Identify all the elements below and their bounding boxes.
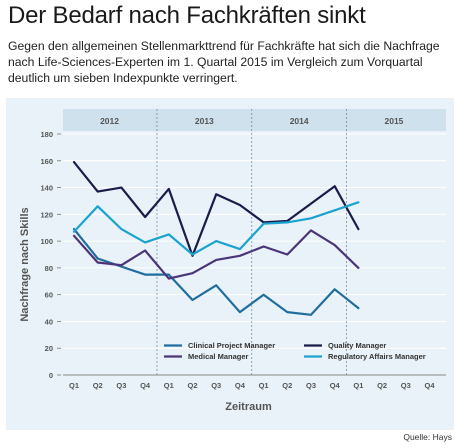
year-label: 2015 (384, 116, 403, 126)
legend-label: Medical Manager (188, 352, 249, 361)
legend-label: Regulatory Affairs Manager (328, 352, 426, 361)
year-label: 2013 (195, 116, 214, 126)
x-tick-label: Q2 (187, 381, 197, 390)
x-tick-label: Q2 (282, 381, 292, 390)
x-tick-label: Q1 (164, 381, 174, 390)
chart-panel: 2012 2013 2014 2015 0 20 40 60 80 100 120 140 160 180… (6, 98, 454, 430)
y-tick-label: 100 (40, 237, 53, 246)
series-line (72, 229, 360, 280)
x-tick-label: Q3 (116, 381, 126, 390)
year-label: 2014 (290, 116, 309, 126)
legend-label: Clinical Project Manager (188, 341, 275, 350)
x-tick-label: Q4 (424, 381, 435, 390)
y-tick-label: 0 (49, 371, 53, 380)
x-tick-label: Q3 (211, 381, 221, 390)
y-tick-label: 40 (45, 317, 53, 326)
x-tick-label: Q2 (377, 381, 387, 390)
page-title: Der Bedarf nach Fachkräften sinkt (8, 2, 366, 29)
y-axis-title: Nachfrage nach Skills (19, 207, 31, 321)
y-tick-label: 120 (40, 210, 53, 219)
year-header-band (63, 109, 446, 131)
y-tick-label: 140 (40, 184, 53, 193)
x-tick-label: Q1 (353, 381, 363, 390)
series-line (72, 160, 360, 257)
legend-label: Quality Manager (328, 341, 386, 350)
series-line (72, 228, 360, 316)
x-tick-label: Q2 (93, 381, 103, 390)
x-tick-label: Q4 (235, 381, 246, 390)
y-tick-label: 160 (40, 157, 53, 166)
y-tick-label: 20 (45, 344, 53, 353)
y-tick-label: 80 (45, 264, 53, 273)
x-tick-label: Q1 (259, 381, 269, 390)
line-chart: 2012 2013 2014 2015 0 20 40 60 80 100 120 140 160 180… (19, 109, 446, 413)
y-tick-label: 180 (40, 130, 53, 139)
year-label: 2012 (100, 116, 119, 126)
series-line (72, 201, 360, 256)
source-note: Quelle: Hays (403, 432, 452, 442)
x-tick-label: Q3 (401, 381, 411, 390)
page-subtitle: Gegen den allgemeinen Stellenmarkttrend … (8, 39, 440, 85)
x-tick-label: Q3 (306, 381, 316, 390)
y-tick-label: 60 (45, 291, 53, 300)
x-tick-label: Q4 (330, 381, 341, 390)
x-tick-label: Q4 (140, 381, 151, 390)
x-tick-label: Q1 (69, 381, 79, 390)
x-axis-title: Zeitraum (225, 401, 272, 413)
